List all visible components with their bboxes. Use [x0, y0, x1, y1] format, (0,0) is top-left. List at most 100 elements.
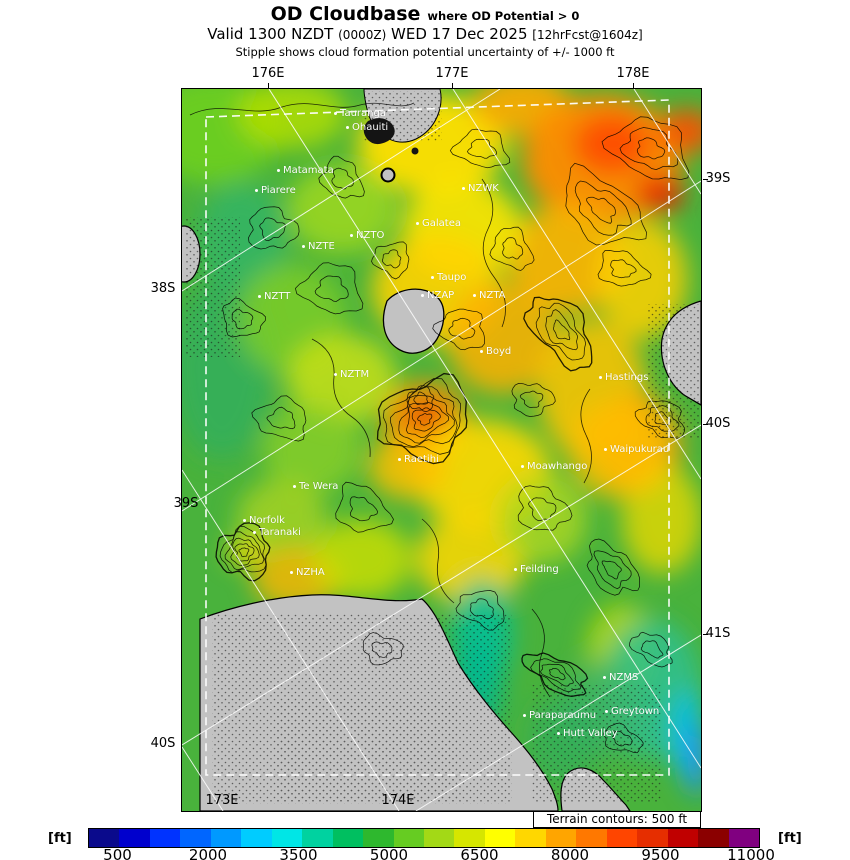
station-label: Waipukurau	[610, 444, 670, 455]
station-raetihi: Raetihi	[398, 455, 439, 465]
station-dot	[398, 458, 401, 461]
colorbar-segment	[332, 829, 364, 847]
colorbar-tick-11000: 11000	[727, 846, 775, 860]
station-dot	[334, 112, 337, 115]
station-label: Taupo	[437, 272, 467, 283]
station-piarere: Piarere	[255, 186, 296, 196]
station-label: Hutt Valley	[563, 728, 618, 739]
axis-tick	[703, 634, 708, 635]
station-dot	[243, 519, 246, 522]
station-label: Taranaki	[259, 527, 301, 538]
station-dot	[258, 295, 261, 298]
axis-tick	[268, 83, 269, 88]
colorbar-tick-labels: 500 2000 3500 5000 6500 8000 9500 11000	[88, 846, 775, 860]
colorbar	[88, 828, 760, 848]
station-nztm: NZTM	[334, 370, 369, 380]
station-nzap: NZAP	[421, 291, 454, 301]
colorbar-segment	[393, 829, 424, 847]
station-dot	[350, 234, 353, 237]
station-hutt-valley: Hutt Valley	[557, 729, 618, 739]
station-dot	[416, 222, 419, 225]
station-label: NZTA	[479, 290, 506, 301]
axis-label-39s: 39S	[705, 171, 731, 186]
station-label: NZWK	[468, 183, 499, 194]
domain-boundary-dashed-box	[205, 99, 670, 776]
colorbar-segment	[89, 829, 120, 847]
valid-time-line: Valid 1300 NZDT (0000Z) WED 17 Dec 2025 …	[0, 25, 850, 43]
stipple-note: Stipple shows cloud formation potential …	[235, 45, 615, 59]
axis-label-39s: 39S	[173, 496, 199, 511]
station-label: Paraparaumu	[529, 710, 597, 721]
station-dot	[253, 531, 256, 534]
station-tauranga: Tauranga	[334, 109, 386, 119]
station-dot	[557, 732, 560, 735]
station-label: NZTO	[356, 230, 385, 241]
valid-date: WED 17 Dec 2025	[391, 25, 528, 43]
station-dot	[290, 571, 293, 574]
station-dot	[604, 448, 607, 451]
station-greytown: Greytown	[605, 707, 659, 717]
station-label: Raetihi	[404, 454, 439, 465]
axis-label-178e: 178E	[616, 66, 650, 81]
colorbar-segment	[119, 829, 150, 847]
colorbar-tick-6500: 6500	[460, 846, 499, 860]
station-label: Norfolk	[249, 515, 285, 526]
station-dot	[421, 294, 424, 297]
colorbar-unit-left: [ft]	[48, 831, 72, 846]
station-galatea: Galatea	[416, 219, 461, 229]
station-label: Feilding	[520, 564, 559, 575]
station-nzwk: NZWK	[462, 184, 499, 194]
axis-label-40s: 40S	[150, 736, 176, 751]
colorbar-segment	[728, 829, 759, 847]
station-moawhango: Moawhango	[521, 462, 587, 472]
station-label: Greytown	[611, 706, 660, 717]
colorbar-tick-500: 500	[103, 846, 132, 860]
page-title: OD Cloudbase where OD Potential > 0	[0, 3, 850, 25]
station-dot	[346, 126, 349, 129]
station-dot	[599, 376, 602, 379]
station-label: NZTE	[308, 241, 335, 252]
lakes	[363, 118, 445, 354]
colorbar-segment	[302, 829, 333, 847]
colorbar-segment	[545, 829, 577, 847]
colorbar-tick-9500: 9500	[641, 846, 680, 860]
station-label: Galatea	[422, 218, 461, 229]
station-label: Boyd	[486, 346, 512, 357]
terrain-contour-lines-open	[189, 102, 592, 698]
station-dot	[521, 465, 524, 468]
station-label: Moawhango	[527, 461, 588, 472]
station-hastings: Hastings	[599, 373, 648, 383]
station-dot	[603, 676, 606, 679]
station-norfolk: Norfolk	[243, 516, 285, 526]
colorbar-segment	[454, 829, 485, 847]
colorbar-segment	[576, 829, 607, 847]
axis-label-176e: 176E	[251, 66, 285, 81]
axis-tick	[703, 424, 708, 425]
station-label: Ohauiti	[352, 122, 389, 133]
axis-label-38s: 38S	[150, 281, 176, 296]
title-qualifier: where OD Potential > 0	[427, 9, 580, 23]
colorbar-segment	[241, 829, 272, 847]
station-dot	[523, 714, 526, 717]
station-dot	[293, 485, 296, 488]
axis-tick	[452, 83, 453, 88]
colorbar-segment	[667, 829, 699, 847]
forecast-map-canvas	[182, 89, 701, 811]
station-paraparaumu: Paraparaumu	[523, 711, 596, 721]
station-nztt: NZTT	[258, 292, 290, 302]
lake-small-east	[411, 147, 419, 155]
colorbar-segment	[271, 829, 303, 847]
station-taupo: Taupo	[431, 273, 466, 283]
station-dot	[605, 710, 608, 713]
station-dot	[334, 373, 337, 376]
station-ohauiti: Ohauiti	[346, 123, 388, 133]
colorbar-segment	[210, 829, 242, 847]
valid-prefix: Valid 1300 NZDT	[207, 25, 334, 43]
colorbar-segment	[423, 829, 455, 847]
station-label: Matamata	[283, 165, 334, 176]
station-nzto: NZTO	[350, 231, 384, 241]
axis-tick	[703, 179, 708, 180]
colorbar-segment	[606, 829, 638, 847]
station-label: Hastings	[605, 372, 649, 383]
station-nzta: NZTA	[473, 291, 506, 301]
